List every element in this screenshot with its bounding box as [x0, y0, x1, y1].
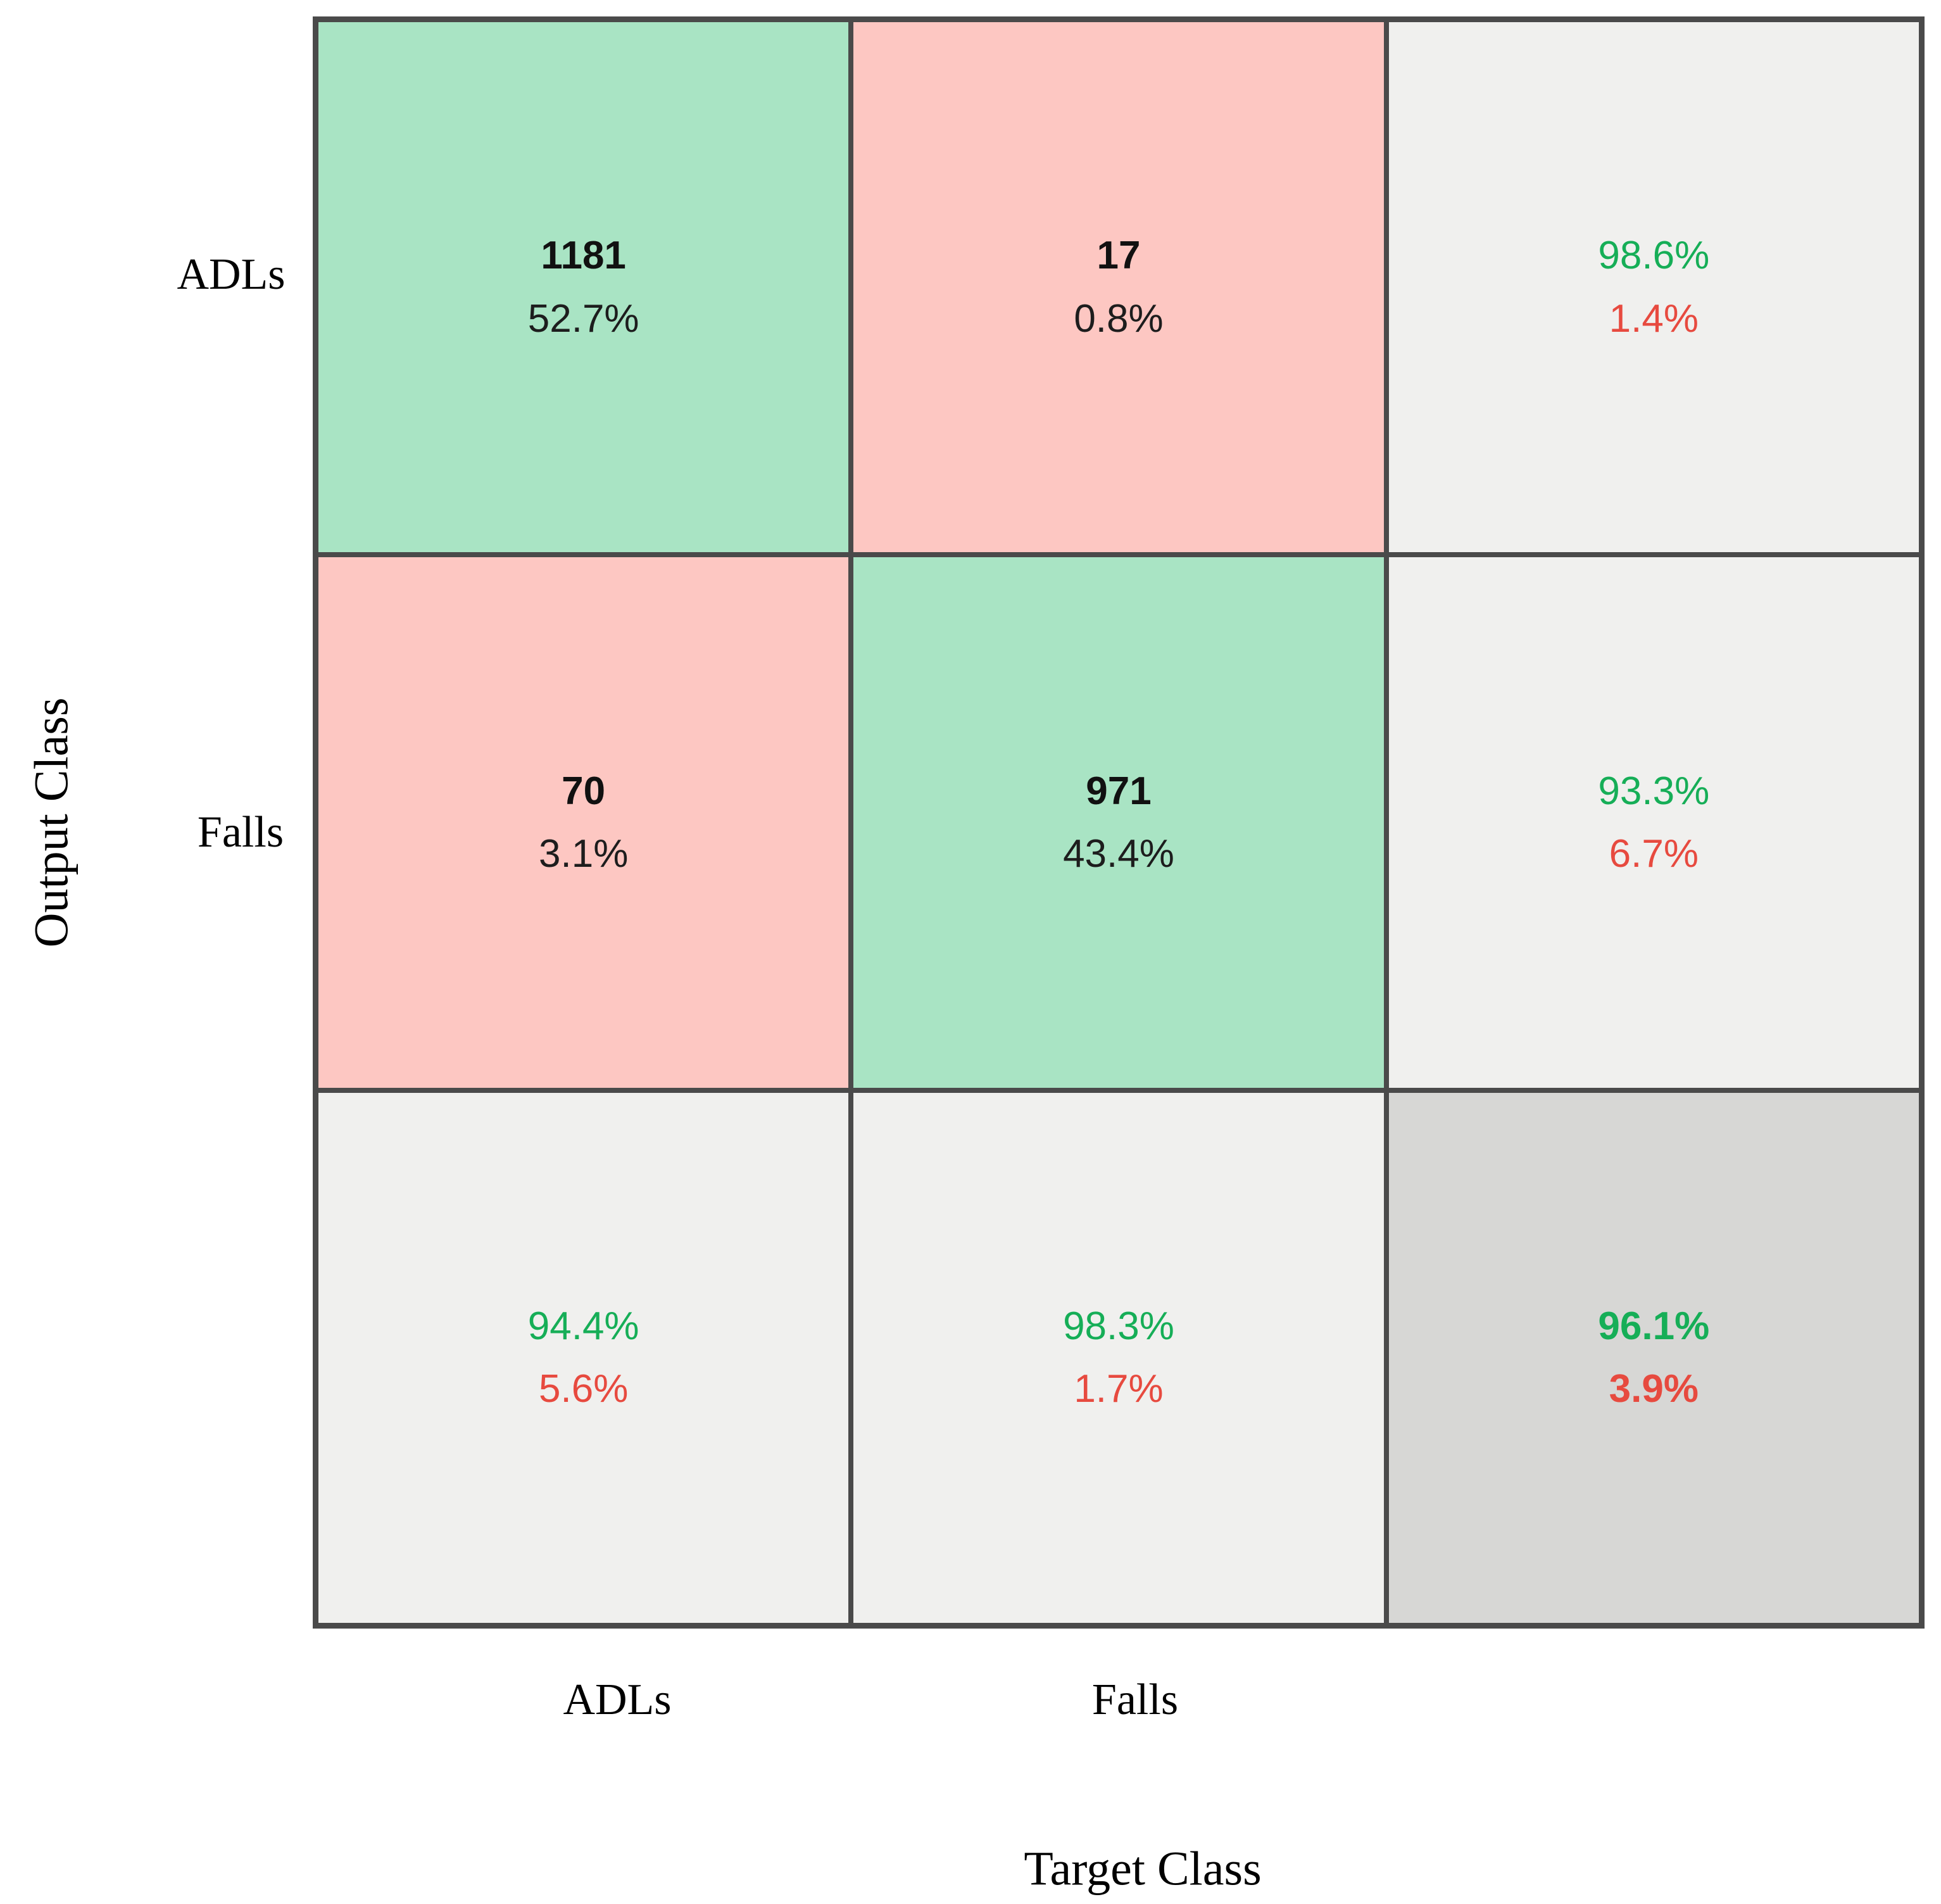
cell-count: 17: [1096, 234, 1141, 278]
cell-row-summary-falls: 93.3% 6.7%: [1388, 557, 1919, 1088]
cell-count: 1181: [541, 234, 626, 278]
row-precision-value: 93.3%: [1598, 769, 1710, 813]
cell-row-summary-adls: 98.6% 1.4%: [1388, 22, 1919, 553]
cell-percent: 52.7%: [527, 296, 639, 341]
x-axis-title: Target Class: [1024, 1842, 1262, 1896]
y-axis-title: Output Class: [25, 697, 79, 948]
cell-output-adls-target-falls: 17 0.8%: [853, 22, 1384, 553]
col-error-value: 1.7%: [1074, 1367, 1164, 1411]
row-error-value: 6.7%: [1609, 831, 1699, 876]
col-recall-value: 98.3%: [1063, 1304, 1174, 1349]
row-error-value: 1.4%: [1609, 296, 1699, 341]
col-label-falls: Falls: [1091, 1675, 1179, 1724]
cell-count: 971: [1086, 769, 1152, 813]
cell-percent: 3.1%: [539, 831, 629, 876]
cell-output-falls-target-falls: 971 43.4%: [853, 557, 1384, 1088]
cell-col-summary-adls: 94.4% 5.6%: [318, 1092, 849, 1623]
row-precision-value: 98.6%: [1598, 234, 1710, 278]
col-error-value: 5.6%: [539, 1367, 629, 1411]
row-label-falls: Falls: [197, 808, 284, 857]
cell-output-adls-target-adls: 1181 52.7%: [318, 22, 849, 553]
cell-overall-accuracy: 96.1% 3.9%: [1388, 1092, 1919, 1623]
overall-accuracy-value: 96.1%: [1598, 1304, 1710, 1349]
cell-output-falls-target-adls: 70 3.1%: [318, 557, 849, 1088]
cell-percent: 43.4%: [1063, 831, 1174, 876]
overall-error-value: 3.9%: [1609, 1367, 1699, 1411]
cell-percent: 0.8%: [1074, 296, 1164, 341]
cell-count: 70: [562, 769, 606, 813]
col-recall-value: 94.4%: [527, 1304, 639, 1349]
cell-col-summary-falls: 98.3% 1.7%: [853, 1092, 1384, 1623]
col-label-adls: ADLs: [563, 1675, 672, 1724]
confusion-matrix-grid: 1181 52.7% 17 0.8% 98.6% 1.4% 70 3.1% 97…: [313, 16, 1925, 1629]
row-label-adls: ADLs: [177, 250, 286, 299]
